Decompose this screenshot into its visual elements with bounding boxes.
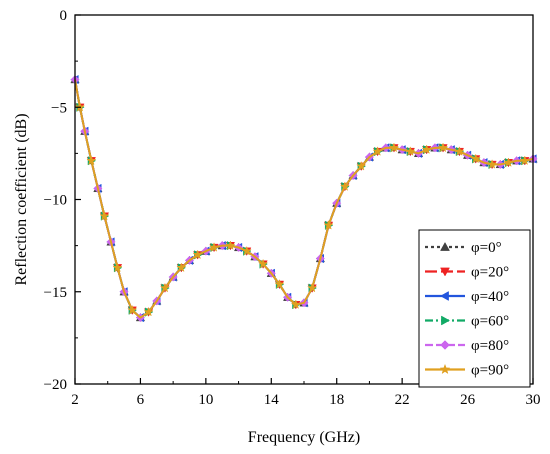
data-point — [192, 249, 203, 260]
data-point — [487, 159, 498, 169]
data-point — [290, 299, 301, 309]
legend-label: φ=80° — [471, 338, 509, 354]
data-point — [258, 258, 269, 269]
y-tick-label: 0 — [60, 8, 68, 24]
x-axis-title: Frequency (GHz) — [248, 429, 360, 446]
x-tick-label: 26 — [460, 392, 476, 408]
data-point — [159, 282, 171, 293]
data-point — [519, 155, 530, 166]
axis-ticks: 2 6 10 14 18 22 26 300−5−10−15−20 — [44, 8, 541, 408]
legend-label: φ=0° — [471, 240, 502, 256]
data-point — [208, 242, 220, 252]
legend-swatch-marker — [440, 267, 450, 277]
y-axis-title: Reflection coefficient (dB) — [13, 113, 30, 285]
x-tick-label: 30 — [526, 392, 541, 408]
data-point — [274, 279, 285, 289]
data-point — [339, 181, 350, 191]
data-point — [323, 219, 334, 230]
data-point — [112, 262, 123, 273]
legend-item: φ=0° — [425, 240, 502, 256]
data-point — [225, 240, 236, 250]
legend-swatch-marker — [439, 291, 449, 301]
data-point — [470, 153, 481, 164]
legend-item: φ=40° — [425, 289, 509, 305]
data-point — [388, 142, 400, 153]
y-tick-label: −5 — [51, 100, 67, 116]
legend-box — [418, 229, 531, 388]
x-tick-label: 18 — [329, 392, 344, 408]
plot-area — [70, 74, 538, 323]
data-point — [437, 142, 449, 153]
data-point — [372, 146, 383, 156]
x-tick-label: 14 — [264, 392, 280, 408]
legend-item: φ=60° — [425, 314, 509, 330]
data-point — [421, 144, 432, 155]
y-tick-label: −15 — [44, 285, 67, 301]
x-tick-label: 2 — [71, 392, 79, 408]
data-point — [241, 245, 252, 256]
legend-item: φ=80° — [425, 338, 509, 354]
data-point — [127, 304, 138, 315]
series-5 — [74, 79, 534, 319]
data-point — [176, 262, 187, 273]
legend-swatch-marker — [439, 363, 451, 375]
legend-label: φ=20° — [471, 265, 509, 281]
legend-swatch-marker — [440, 340, 450, 350]
y-tick-label: −10 — [44, 193, 67, 209]
legend-swatch-marker — [441, 315, 451, 326]
legend: φ=0° φ=20° φ=40° φ=60° φ=80° φ=90° — [418, 229, 531, 388]
data-point — [454, 146, 465, 156]
legend-label: φ=60° — [471, 314, 509, 330]
x-tick-label: 22 — [395, 392, 410, 408]
legend-item: φ=20° — [425, 265, 509, 281]
legend-label: φ=90° — [471, 363, 509, 379]
x-tick-label: 6 — [137, 392, 145, 408]
legend-label: φ=40° — [471, 289, 509, 305]
legend-item: φ=90° — [425, 363, 509, 379]
y-tick-label: −20 — [44, 377, 67, 393]
data-point — [99, 210, 110, 221]
data-point — [307, 282, 318, 293]
data-point — [405, 146, 416, 156]
data-point — [143, 306, 154, 317]
legend-swatch-marker — [440, 241, 450, 251]
data-point — [356, 160, 367, 171]
data-point — [86, 155, 97, 166]
data-point — [503, 157, 514, 167]
x-tick-label: 10 — [198, 392, 213, 408]
